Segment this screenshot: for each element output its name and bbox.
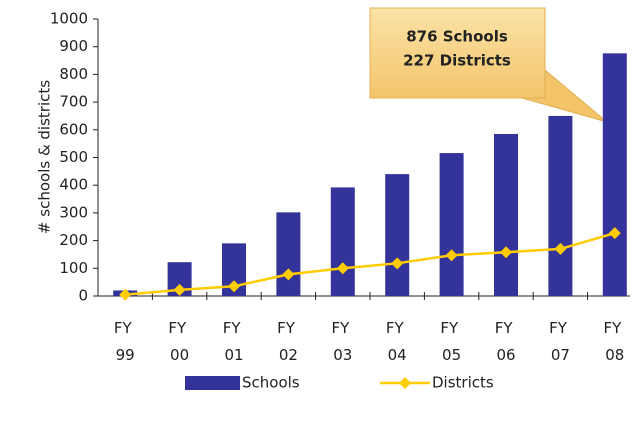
- legend-label: Schools: [242, 374, 300, 392]
- y-tick-label: 100: [59, 259, 88, 277]
- x-tick-label: FY 05: [440, 319, 463, 364]
- y-tick-label: 200: [59, 231, 88, 249]
- marker: [391, 257, 404, 270]
- line: [125, 231, 616, 296]
- x-tick-label: FY 04: [386, 319, 409, 364]
- legend-label: Districts: [432, 374, 494, 392]
- x-tick-label: FY 03: [332, 319, 355, 364]
- marker: [608, 227, 621, 240]
- bar: [548, 115, 573, 296]
- y-tick-label: 400: [59, 176, 88, 194]
- x-tick-label: FY 08: [604, 319, 627, 364]
- y-tick-label: 1000: [50, 10, 88, 28]
- bar: [439, 153, 464, 296]
- y-tick-label: 500: [59, 148, 88, 166]
- marker: [282, 268, 295, 281]
- marker: [119, 288, 132, 301]
- y-tick-label: 0: [78, 287, 88, 305]
- bar: [494, 133, 518, 296]
- legend-swatch: [399, 377, 411, 389]
- bar: [602, 53, 627, 297]
- y-tick-label: 900: [59, 37, 88, 55]
- bar: [385, 174, 410, 296]
- bar: [330, 187, 355, 296]
- y-tick-label: 800: [59, 65, 88, 83]
- marker: [336, 262, 349, 275]
- x-tick-label: FY 00: [168, 319, 191, 364]
- marker: [500, 246, 512, 259]
- legend-swatch: [185, 376, 240, 390]
- y-axis-label: # schools & districts: [36, 80, 54, 234]
- annotation: 227 Districts: [403, 52, 511, 70]
- x-tick-label: FY 99: [114, 319, 137, 364]
- marker: [173, 283, 186, 296]
- x-tick-label: FY 07: [549, 319, 572, 364]
- annotation: 876 Schools: [406, 28, 508, 46]
- x-tick-label: FY 01: [223, 319, 246, 364]
- marker: [445, 249, 458, 262]
- x-tick-label: FY 06: [495, 319, 518, 364]
- marker: [228, 280, 240, 293]
- callout-box: [369, 7, 546, 99]
- x-tick-label: FY 02: [277, 319, 300, 364]
- y-tick-label: 700: [59, 93, 88, 111]
- bar: [276, 212, 301, 296]
- marker: [554, 242, 567, 255]
- y-tick-label: 300: [59, 203, 88, 221]
- y-tick-label: 600: [59, 120, 88, 138]
